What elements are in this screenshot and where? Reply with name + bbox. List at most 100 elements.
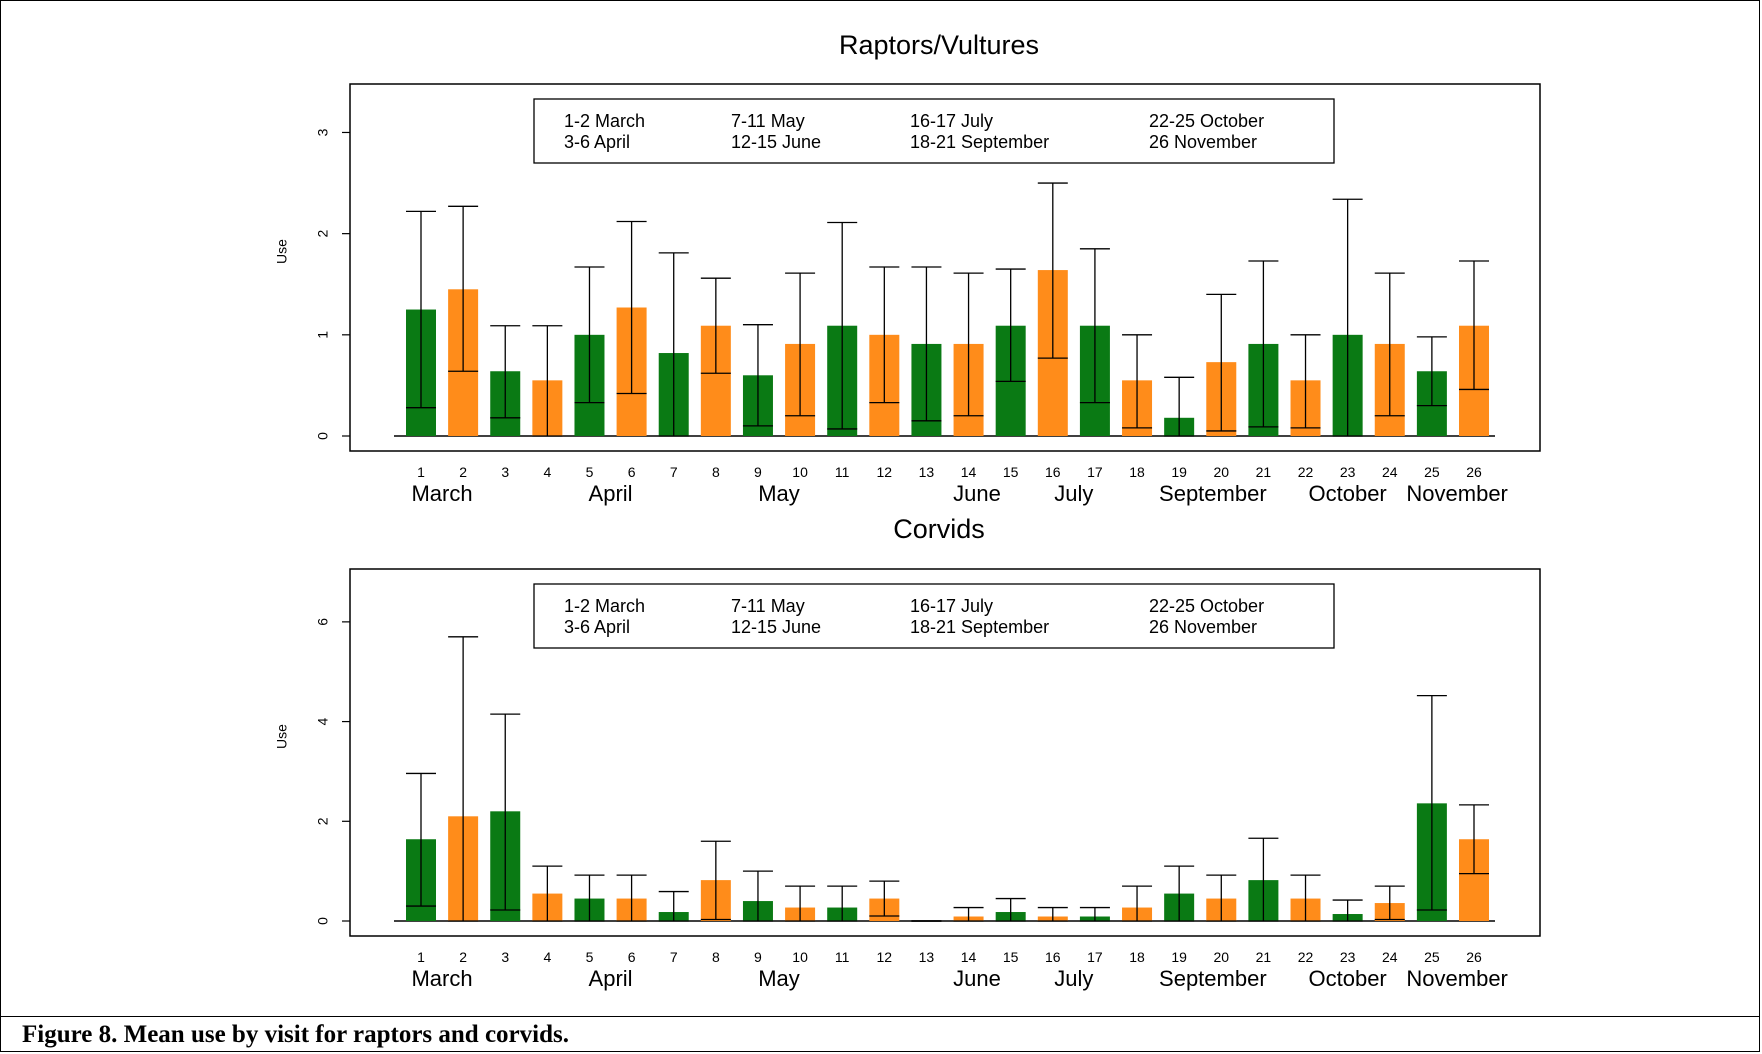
x-tick-label: 19 <box>1171 464 1187 480</box>
x-tick-label: 1 <box>417 464 425 480</box>
x-tick-label: 18 <box>1129 464 1145 480</box>
x-tick-label: 9 <box>754 949 762 965</box>
x-tick-label: 26 <box>1466 464 1482 480</box>
x-tick-label: 3 <box>501 464 509 480</box>
legend-entry: 3-6 April <box>564 617 630 637</box>
x-tick-label: 5 <box>586 464 594 480</box>
month-label: April <box>589 481 633 506</box>
x-tick-label: 2 <box>459 949 467 965</box>
legend-entry: 7-11 May <box>731 596 805 616</box>
legend-entry: 22-25 October <box>1149 596 1264 616</box>
x-tick-label: 18 <box>1129 949 1145 965</box>
x-tick-label: 10 <box>792 949 808 965</box>
y-tick-label: 4 <box>315 717 331 725</box>
legend-entry: 1-2 March <box>564 111 645 131</box>
month-label: November <box>1406 481 1507 506</box>
legend-entry: 18-21 September <box>910 617 1049 637</box>
x-tick-label: 5 <box>586 949 594 965</box>
x-tick-label: 16 <box>1045 464 1061 480</box>
y-tick-label: 2 <box>315 817 331 825</box>
x-tick-label: 13 <box>919 949 935 965</box>
x-tick-label: 15 <box>1003 949 1019 965</box>
x-tick-label: 2 <box>459 464 467 480</box>
month-label: July <box>1054 966 1093 991</box>
x-tick-label: 14 <box>961 949 977 965</box>
month-label: September <box>1159 966 1267 991</box>
month-label: November <box>1406 966 1507 991</box>
x-tick-label: 25 <box>1424 949 1440 965</box>
x-tick-label: 19 <box>1171 949 1187 965</box>
legend-entry: 16-17 July <box>910 596 993 616</box>
x-tick-label: 6 <box>628 464 636 480</box>
legend-entry: 1-2 March <box>564 596 645 616</box>
y-tick-label: 0 <box>315 432 331 440</box>
x-tick-label: 3 <box>501 949 509 965</box>
legend-entry: 22-25 October <box>1149 111 1264 131</box>
x-tick-label: 7 <box>670 464 678 480</box>
x-tick-label: 21 <box>1256 464 1272 480</box>
x-tick-label: 24 <box>1382 949 1398 965</box>
y-tick-label: 3 <box>315 128 331 136</box>
month-label: April <box>589 966 633 991</box>
x-tick-label: 17 <box>1087 464 1103 480</box>
legend-entry: 3-6 April <box>564 132 630 152</box>
chart-title: Raptors/Vultures <box>839 30 1039 60</box>
x-tick-label: 12 <box>877 949 893 965</box>
legend-entry: 12-15 June <box>731 132 821 152</box>
x-tick-label: 25 <box>1424 464 1440 480</box>
x-tick-label: 4 <box>543 949 551 965</box>
x-tick-label: 11 <box>835 464 850 480</box>
x-tick-label: 7 <box>670 949 678 965</box>
x-tick-label: 17 <box>1087 949 1103 965</box>
y-tick-label: 0 <box>315 917 331 925</box>
month-label: July <box>1054 481 1093 506</box>
month-label: September <box>1159 481 1267 506</box>
x-tick-label: 8 <box>712 949 720 965</box>
x-tick-label: 22 <box>1298 949 1314 965</box>
x-tick-label: 26 <box>1466 949 1482 965</box>
y-tick-label: 6 <box>315 618 331 626</box>
x-tick-label: 21 <box>1256 949 1272 965</box>
y-tick-label: 2 <box>315 230 331 238</box>
month-label: May <box>758 966 800 991</box>
chart-title: Corvids <box>893 514 985 544</box>
plot-frame <box>349 83 1541 452</box>
month-label: June <box>953 966 1001 991</box>
x-tick-label: 22 <box>1298 464 1314 480</box>
x-tick-label: 14 <box>961 464 977 480</box>
x-tick-label: 23 <box>1340 949 1356 965</box>
month-label: March <box>411 481 472 506</box>
y-axis-label: Use <box>274 239 290 264</box>
legend-entry: 12-15 June <box>731 617 821 637</box>
x-tick-label: 6 <box>628 949 636 965</box>
month-label: June <box>953 481 1001 506</box>
legend-entry: 26 November <box>1149 617 1257 637</box>
month-label: October <box>1309 966 1387 991</box>
x-tick-label: 1 <box>417 949 425 965</box>
x-tick-label: 13 <box>919 464 935 480</box>
x-tick-label: 11 <box>835 949 850 965</box>
y-tick-label: 1 <box>315 331 331 339</box>
x-tick-label: 4 <box>543 464 551 480</box>
x-tick-label: 9 <box>754 464 762 480</box>
month-label: March <box>411 966 472 991</box>
legend-entry: 18-21 September <box>910 132 1049 152</box>
y-axis-label: Use <box>274 724 290 749</box>
legend-entry: 16-17 July <box>910 111 993 131</box>
x-tick-label: 20 <box>1213 464 1229 480</box>
month-label: May <box>758 481 800 506</box>
legend-entry: 7-11 May <box>731 111 805 131</box>
legend-box <box>533 583 1335 649</box>
x-tick-label: 23 <box>1340 464 1356 480</box>
x-tick-label: 10 <box>792 464 808 480</box>
x-tick-label: 20 <box>1213 949 1229 965</box>
x-tick-label: 8 <box>712 464 720 480</box>
x-tick-label: 24 <box>1382 464 1398 480</box>
x-tick-label: 12 <box>877 464 893 480</box>
month-label: October <box>1309 481 1387 506</box>
legend-box <box>533 98 1335 164</box>
